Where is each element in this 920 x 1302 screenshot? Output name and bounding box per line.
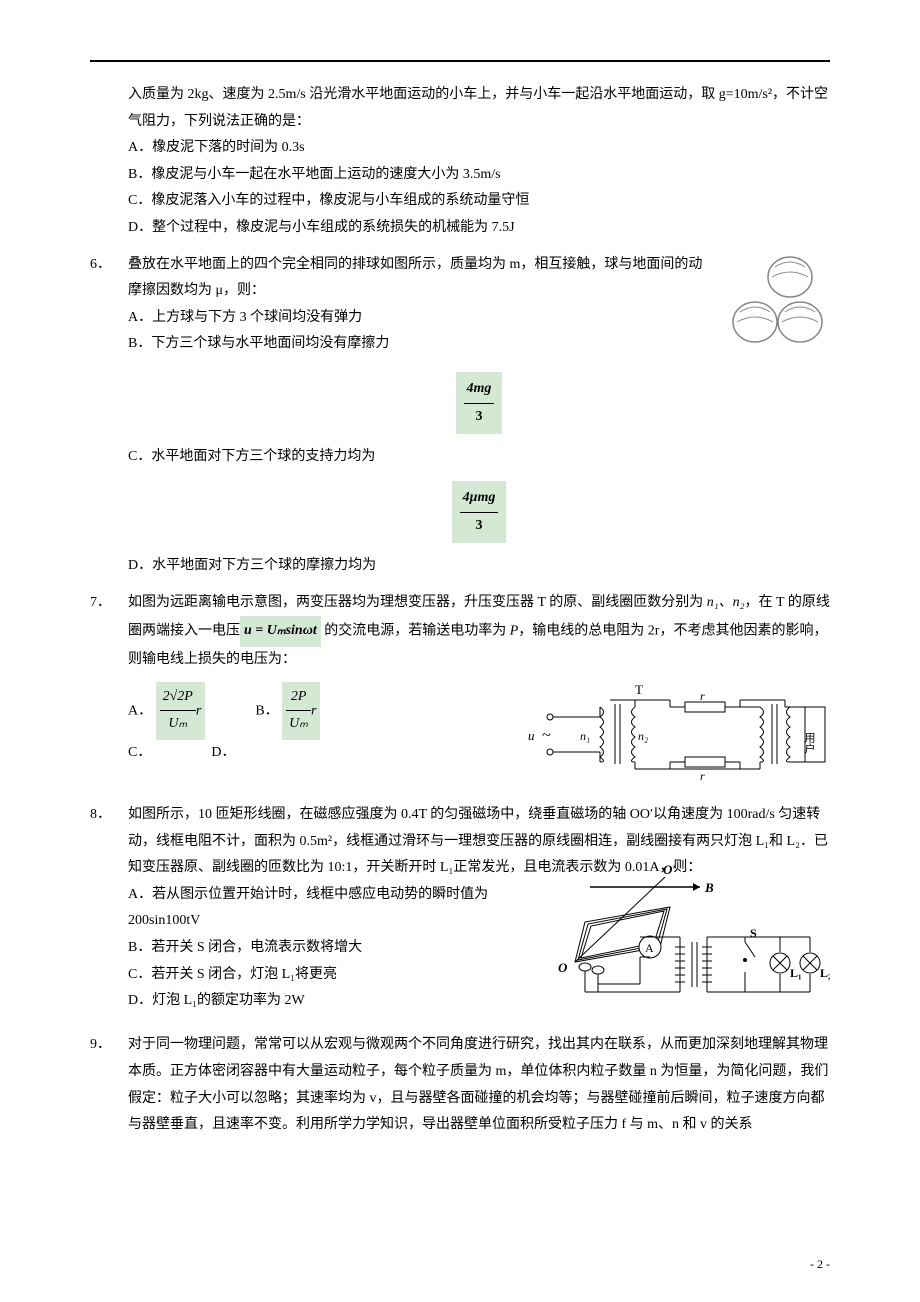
svg-text:L₁: L₁ bbox=[790, 966, 802, 980]
q7-n: n₁、n₂ bbox=[707, 595, 745, 610]
svg-text:~: ~ bbox=[542, 727, 551, 744]
svg-text:n₁: n₁ bbox=[580, 729, 590, 743]
q6-option-d: D．水平地面对下方三个球的摩擦力均为 bbox=[128, 553, 830, 580]
q7-option-d: D． bbox=[211, 740, 235, 767]
svg-text:A: A bbox=[645, 941, 654, 955]
q7-option-a: A． 2√2P Uₘ r bbox=[128, 682, 205, 740]
svg-text:r: r bbox=[700, 769, 705, 782]
q5-stem-cont: 入质量为 2kg、速度为 2.5m/s 沿光滑水平地面运动的小车上，并与小车一起… bbox=[90, 82, 830, 135]
q5-option-a: A．橡皮泥下落的时间为 0.3s bbox=[90, 135, 830, 162]
q5-option-d: D．整个过程中，橡皮泥与小车组成的系统损失的机械能为 7.5J bbox=[90, 215, 830, 242]
q7-P: P bbox=[510, 624, 519, 639]
q7-option-b: B． 2P Uₘ r bbox=[255, 682, 320, 740]
svg-text:O: O bbox=[558, 960, 568, 975]
q6-figure bbox=[720, 252, 830, 363]
svg-text:T: T bbox=[635, 682, 643, 697]
q7-formula-u: u = Uₘsinωt bbox=[240, 616, 321, 647]
svg-text:u: u bbox=[528, 728, 535, 743]
q7-option-c: C． bbox=[128, 740, 151, 767]
q6-formula-d: 4μmg 3 bbox=[452, 481, 507, 543]
q9-number: 9． bbox=[90, 1032, 128, 1138]
q7-figure: T r u ~ bbox=[520, 682, 830, 793]
q7-stem3: 的交流电源，若输送电功率为 bbox=[321, 624, 510, 639]
svg-text:n₂: n₂ bbox=[638, 729, 648, 743]
q8-figure: O′ B O bbox=[550, 862, 830, 1023]
svg-text:B: B bbox=[704, 880, 714, 895]
svg-text:r: r bbox=[700, 689, 705, 703]
q5-option-b: B．橡皮泥与小车一起在水平地面上运动的速度大小为 3.5m/s bbox=[90, 162, 830, 189]
q8-number: 8． bbox=[90, 802, 128, 1022]
q6-option-c: C．水平地面对下方三个球的支持力均为 bbox=[128, 444, 830, 471]
q6-formula-c: 4mg 3 bbox=[456, 372, 503, 434]
svg-text:S: S bbox=[750, 926, 757, 940]
q7-number: 7． bbox=[90, 590, 128, 792]
q6-number: 6． bbox=[90, 252, 128, 580]
q5-option-c: C．橡皮泥落入小车的过程中，橡皮泥与小车组成的系统动量守恒 bbox=[90, 188, 830, 215]
svg-text:用户: 用户 bbox=[803, 732, 816, 755]
q9-stem: 对于同一物理问题，常常可以从宏观与微观两个不同角度进行研究，找出其内在联系，从而… bbox=[128, 1032, 830, 1138]
svg-text:L₂: L₂ bbox=[820, 966, 830, 980]
q7-stem1: 如图为远距离输电示意图，两变压器均为理想变压器，升压变压器 T 的原、副线圈匝数… bbox=[128, 595, 707, 610]
page-number: - 2 - bbox=[810, 1257, 830, 1272]
